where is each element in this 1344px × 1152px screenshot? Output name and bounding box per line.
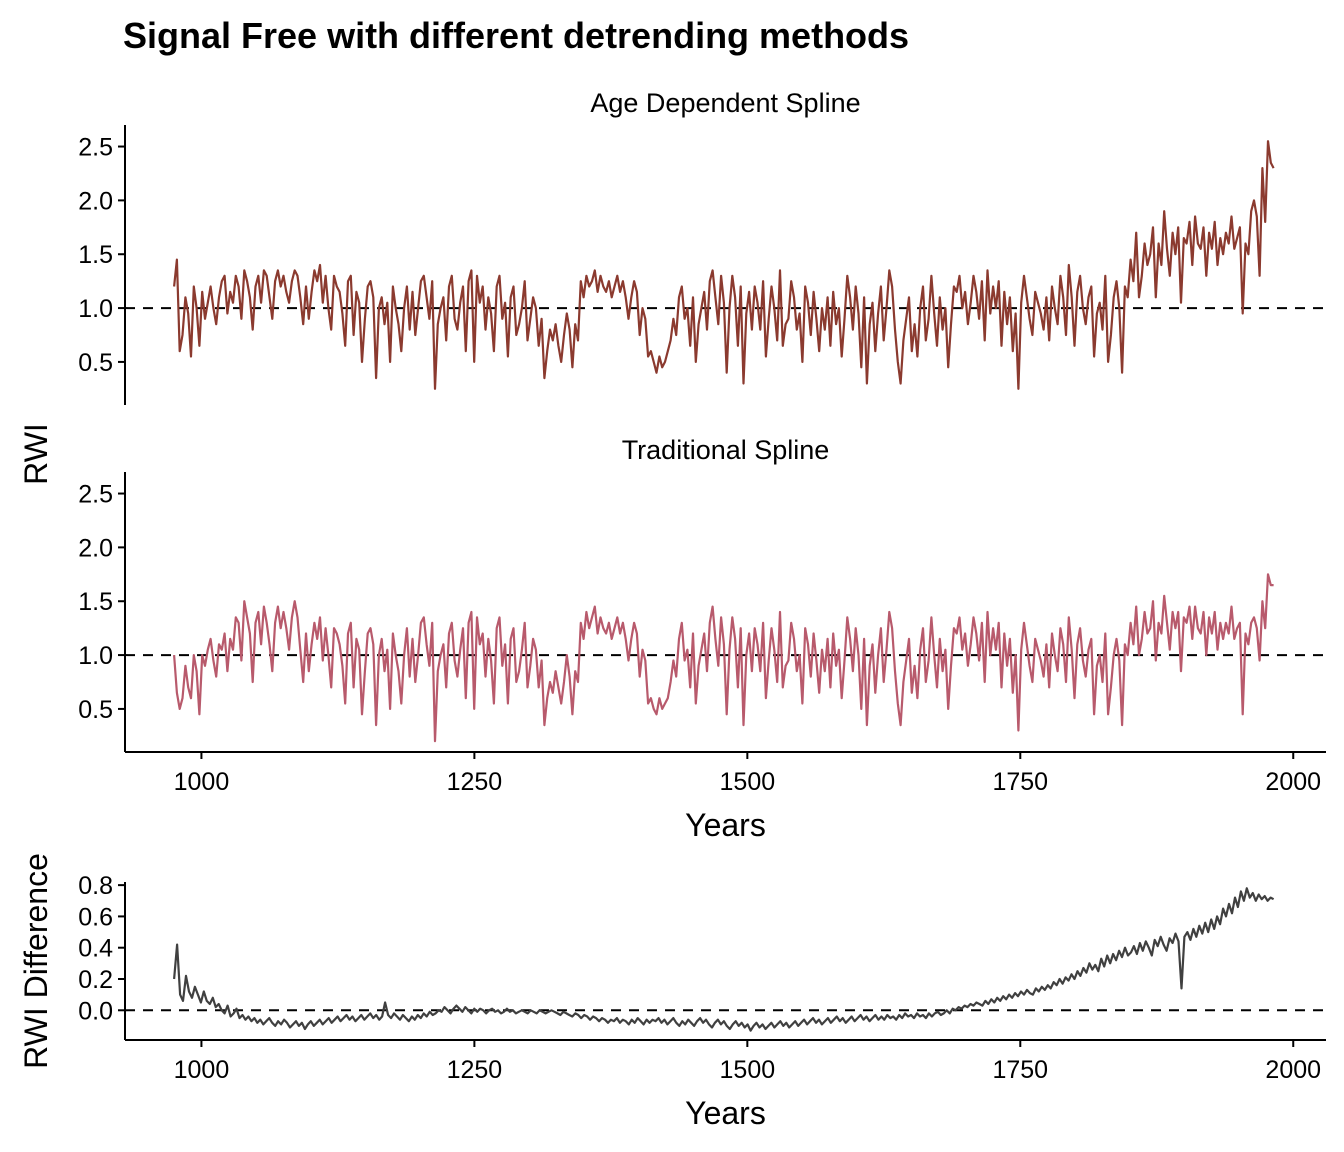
y-tick-label: 0.2 — [78, 966, 113, 994]
x-axis-title: Years — [685, 1095, 766, 1131]
y-tick-label: 2.0 — [78, 534, 113, 562]
y-tick-label: 0.8 — [78, 872, 113, 900]
x-tick-label: 1500 — [720, 768, 776, 796]
panel-1: Age Dependent Spline 0.5 1.0 1.5 2.0 2.5 — [78, 88, 1326, 405]
x-tick-label: 2000 — [1265, 768, 1321, 796]
y-tick-label: 0.5 — [78, 349, 113, 377]
series-line — [173, 140, 1275, 390]
y-tick-label: 0.6 — [78, 903, 113, 931]
x-tick-label: 1750 — [992, 768, 1048, 796]
panel-3: 0.0 0.2 0.4 0.6 0.8 1000 1250 1500 1750 2000 Years — [78, 872, 1326, 1131]
y-tick-label: 0.5 — [78, 696, 113, 724]
x-tick-label: 1000 — [174, 768, 230, 796]
panel-strip-label: Age Dependent Spline — [590, 88, 860, 118]
y-tick-label: 2.5 — [78, 481, 113, 509]
x-tick-label: 1750 — [992, 1056, 1048, 1084]
series-line — [173, 573, 1274, 743]
x-tick-label: 1250 — [447, 768, 503, 796]
x-tick-label: 2000 — [1265, 1056, 1321, 1084]
chart-title: Signal Free with different detrending me… — [123, 15, 909, 56]
y-axis-title-rwi-difference: RWI Difference — [18, 853, 54, 1069]
y-tick-label: 1.0 — [78, 295, 113, 323]
x-axis-title: Years — [685, 807, 766, 843]
x-tick-label: 1250 — [447, 1056, 503, 1084]
y-tick-label: 1.5 — [78, 588, 113, 616]
y-axis-title-rwi: RWI — [18, 423, 54, 485]
panel-2: Traditional Spline 0.5 1.0 1.5 2.0 2.5 1000 125… — [78, 435, 1326, 843]
y-tick-label: 0.4 — [78, 935, 113, 963]
x-tick-label: 1000 — [174, 1056, 230, 1084]
y-tick-label: 1.0 — [78, 642, 113, 670]
y-tick-label: 2.5 — [78, 134, 113, 162]
y-tick-label: 0.0 — [78, 997, 113, 1025]
panel-strip-label: Traditional Spline — [622, 435, 830, 465]
y-tick-label: 2.0 — [78, 187, 113, 215]
series-line — [173, 887, 1275, 1032]
x-tick-label: 1500 — [720, 1056, 776, 1084]
y-tick-label: 1.5 — [78, 241, 113, 269]
